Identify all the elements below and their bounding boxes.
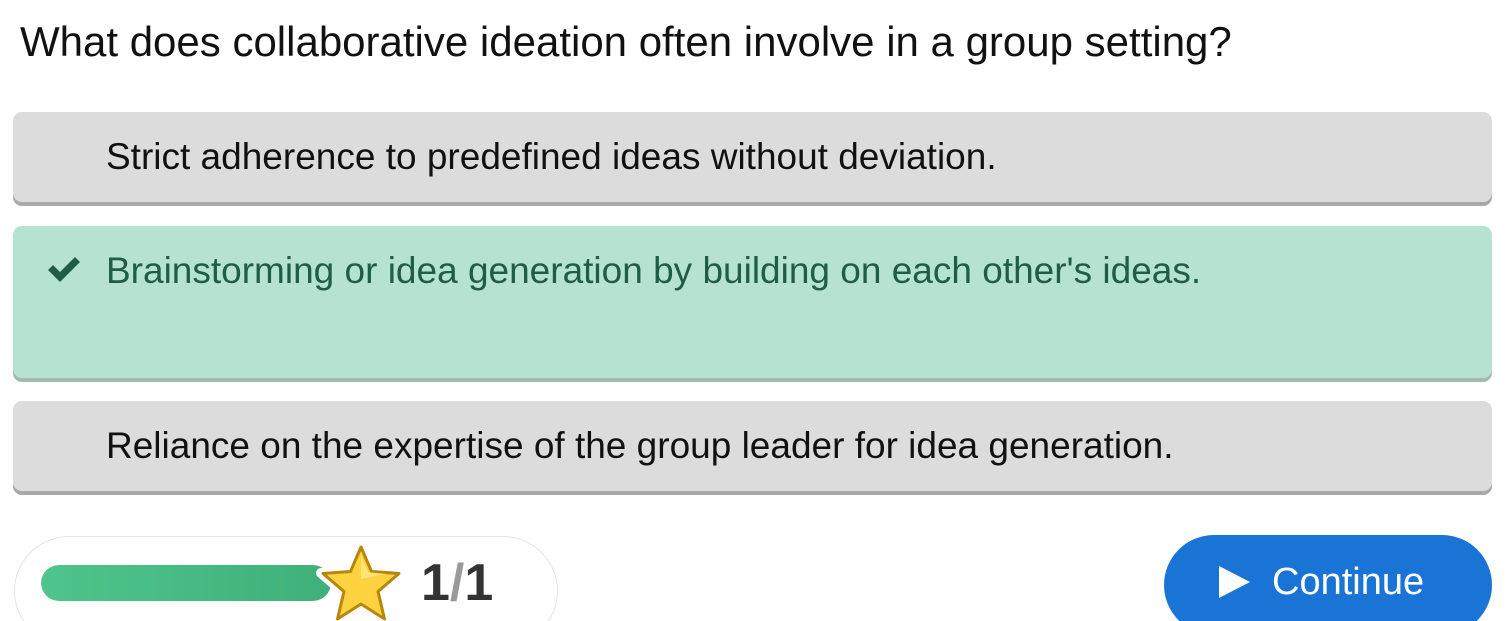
answer-option-1-label: Strict adherence to predefined ideas wit… [106, 136, 997, 177]
play-icon [1219, 566, 1250, 598]
progress-bar-fill [41, 565, 331, 601]
answer-option-2-correct[interactable]: Brainstorming or idea generation by buil… [13, 226, 1492, 378]
progress-score: 1/1 [421, 551, 493, 615]
progress-separator: / [449, 554, 465, 612]
check-icon [48, 257, 80, 282]
answer-option-2-label: Brainstorming or idea generation by buil… [106, 250, 1202, 291]
continue-button-label: Continue [1272, 561, 1425, 603]
progress-bar [41, 565, 331, 601]
answer-option-3[interactable]: Reliance on the expertise of the group l… [13, 401, 1492, 491]
star-icon [316, 541, 406, 621]
progress-total: 1 [464, 554, 494, 612]
answer-option-3-label: Reliance on the expertise of the group l… [106, 425, 1174, 466]
answer-option-1[interactable]: Strict adherence to predefined ideas wit… [13, 112, 1492, 202]
progress-panel: 1/1 [14, 536, 558, 621]
progress-current: 1 [421, 554, 450, 612]
question-text: What does collaborative ideation often i… [20, 18, 1232, 65]
continue-button[interactable]: Continue [1164, 535, 1492, 621]
